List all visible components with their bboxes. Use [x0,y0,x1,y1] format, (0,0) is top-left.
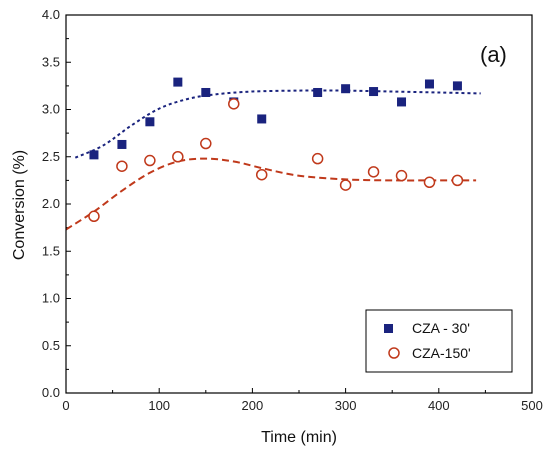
data-point-cza30 [201,87,211,97]
data-point-cza30 [424,79,434,89]
x-tick-label: 200 [242,398,264,413]
data-point-cza150 [200,137,212,150]
data-point-cza30 [145,117,155,127]
x-tick-label: 400 [428,398,450,413]
x-tick-label: 300 [335,398,357,413]
y-tick-label: 0.5 [42,338,60,353]
y-tick-label: 2.5 [42,149,60,164]
data-point-cza30 [313,87,323,97]
y-axis-title: Conversion (%) [11,150,28,260]
data-point-cza150 [339,179,352,191]
y-tick-label: 3.0 [42,102,60,117]
y-tick-label: 3.5 [42,54,60,69]
data-point-cza30 [257,114,267,124]
panel-label: (a) [480,42,507,67]
y-tick-label: 1.5 [42,243,60,258]
data-point-cza150 [311,152,324,165]
data-point-cza30 [397,97,407,107]
data-point-cza150 [144,154,156,167]
data-point-cza150 [423,176,436,189]
data-point-cza150 [172,151,184,163]
plot-frame [65,14,533,394]
x-tick-label: 0 [62,398,69,413]
ticks-layer: 0 100 200 300 400 500 0.0 0.5 1.0 1.5 2.0 2.5 3.0 3.5… [42,7,543,413]
trend-line-cza30 [74,89,481,159]
legend-box [365,309,513,373]
y-tick-label: 2.0 [42,196,60,211]
data-point-cza30 [89,150,99,160]
legend-label-cza30: CZA - 30' [412,320,470,336]
legend-marker-cza150 [388,347,400,359]
y-tick-label: 0.0 [42,385,60,400]
data-point-cza150 [228,98,240,110]
data-point-cza150 [451,174,464,187]
x-axis-title: Time (min) [261,429,337,446]
series-layer [65,77,481,231]
x-tick-label: 500 [521,398,543,413]
data-point-cza150 [367,166,380,178]
data-point-cza150 [255,168,268,181]
data-point-cza30 [369,87,379,97]
data-point-cza30 [341,84,351,94]
legend: CZA - 30' CZA-150' [365,309,513,373]
x-tick-label: 100 [148,398,170,413]
data-point-cza30 [117,139,127,149]
data-point-cza150 [395,169,408,182]
y-tick-label: 1.0 [42,291,60,306]
y-tick-label: 4.0 [42,7,60,22]
legend-label-cza150: CZA-150' [412,345,471,361]
data-point-cza30 [173,77,183,87]
data-point-cza150 [116,160,128,172]
data-point-cza150 [88,210,100,223]
data-point-cza30 [452,81,462,91]
legend-marker-cza30 [384,324,393,333]
trend-line-cza150 [65,157,477,231]
